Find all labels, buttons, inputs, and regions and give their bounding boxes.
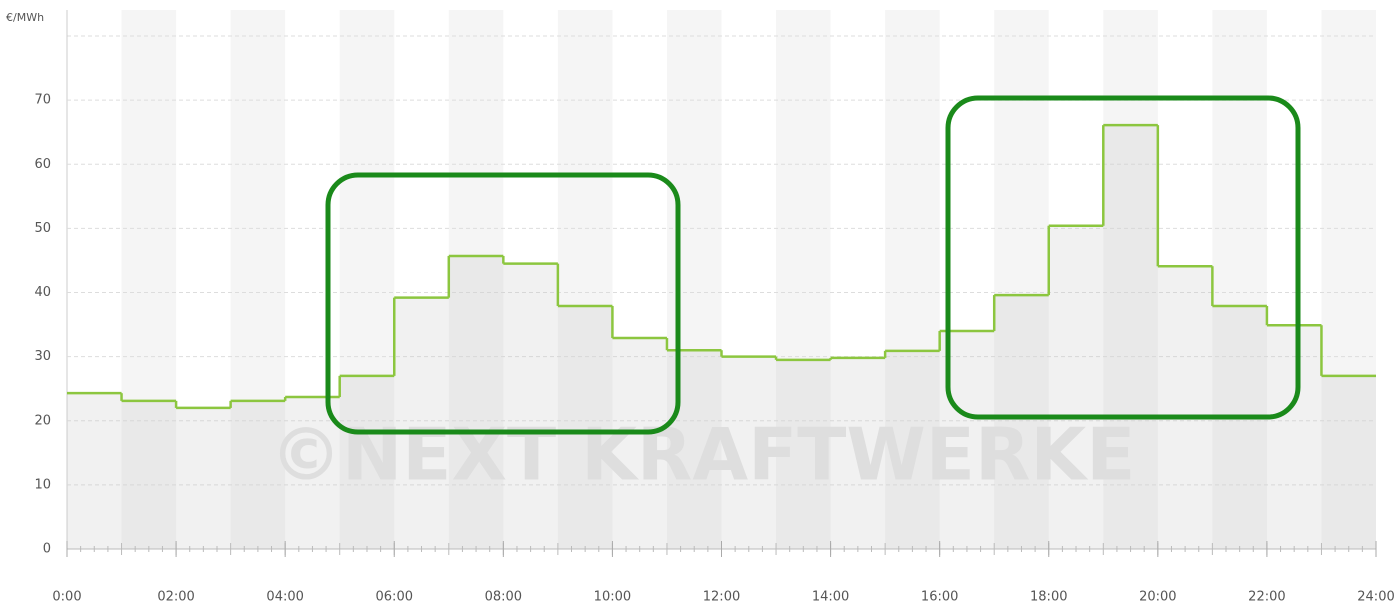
area <box>339 375 395 549</box>
area <box>1048 225 1104 549</box>
area <box>557 305 613 549</box>
x-tick-label: 18:00 <box>1030 590 1067 605</box>
area <box>121 400 177 549</box>
x-tick-label: 24:00 <box>1357 590 1394 605</box>
y-tick-label: 20 <box>34 413 51 428</box>
x-tick-label: 12:00 <box>703 590 740 605</box>
area <box>666 350 722 549</box>
area <box>830 357 886 549</box>
area <box>1266 325 1322 549</box>
y-tick-label: 60 <box>34 157 51 172</box>
area <box>230 400 286 549</box>
y-tick-label: 50 <box>34 221 51 236</box>
x-tick-label: 02:00 <box>157 590 194 605</box>
x-tick-label: 10:00 <box>594 590 631 605</box>
area <box>721 356 777 549</box>
area <box>1157 266 1213 549</box>
y-tick-label: 40 <box>34 285 51 300</box>
highlight-box <box>325 172 681 435</box>
area <box>776 359 831 549</box>
area <box>1103 125 1158 549</box>
y-tick-label: 10 <box>34 477 51 492</box>
area <box>448 255 504 550</box>
x-tick-label: 16:00 <box>921 590 958 605</box>
x-tick-label: 14:00 <box>812 590 849 605</box>
x-tick-label: 22:00 <box>1248 590 1285 605</box>
area <box>885 350 940 549</box>
x-tick-label: 06:00 <box>376 590 413 605</box>
y-tick-label: 0 <box>43 542 51 557</box>
area <box>612 338 667 549</box>
area <box>394 297 449 549</box>
x-tick-label: 04:00 <box>266 590 303 605</box>
highlight-box <box>945 95 1301 420</box>
watermark: ©NEXT KRAFTWERKE <box>270 413 1135 497</box>
x-tick-label: 20:00 <box>1139 590 1176 605</box>
area <box>1321 375 1376 549</box>
area <box>503 263 558 549</box>
x-tick-label: 0:00 <box>52 590 81 605</box>
area <box>285 397 340 549</box>
x-tick-label: 08:00 <box>485 590 522 605</box>
area <box>67 393 122 549</box>
area <box>1212 305 1267 549</box>
area <box>176 407 231 549</box>
area <box>994 295 1049 549</box>
y-unit: €/MWh <box>6 11 44 24</box>
y-tick-label: 70 <box>34 93 51 108</box>
y-tick-label: 30 <box>34 349 51 364</box>
